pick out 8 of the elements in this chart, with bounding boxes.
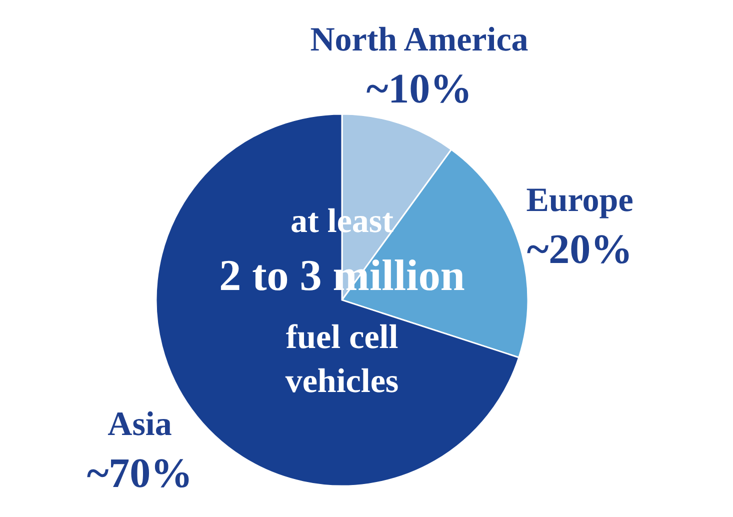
text: vehicles: [285, 363, 399, 400]
data-label: ~70%: [86, 450, 193, 497]
text: fuel cell: [286, 319, 398, 356]
data-label: ~10%: [366, 66, 472, 112]
slice-label: Europe: [526, 182, 634, 219]
data-label: ~20%: [526, 226, 633, 273]
slice-label: Asia: [108, 406, 172, 443]
slice-label: North America: [310, 21, 528, 58]
